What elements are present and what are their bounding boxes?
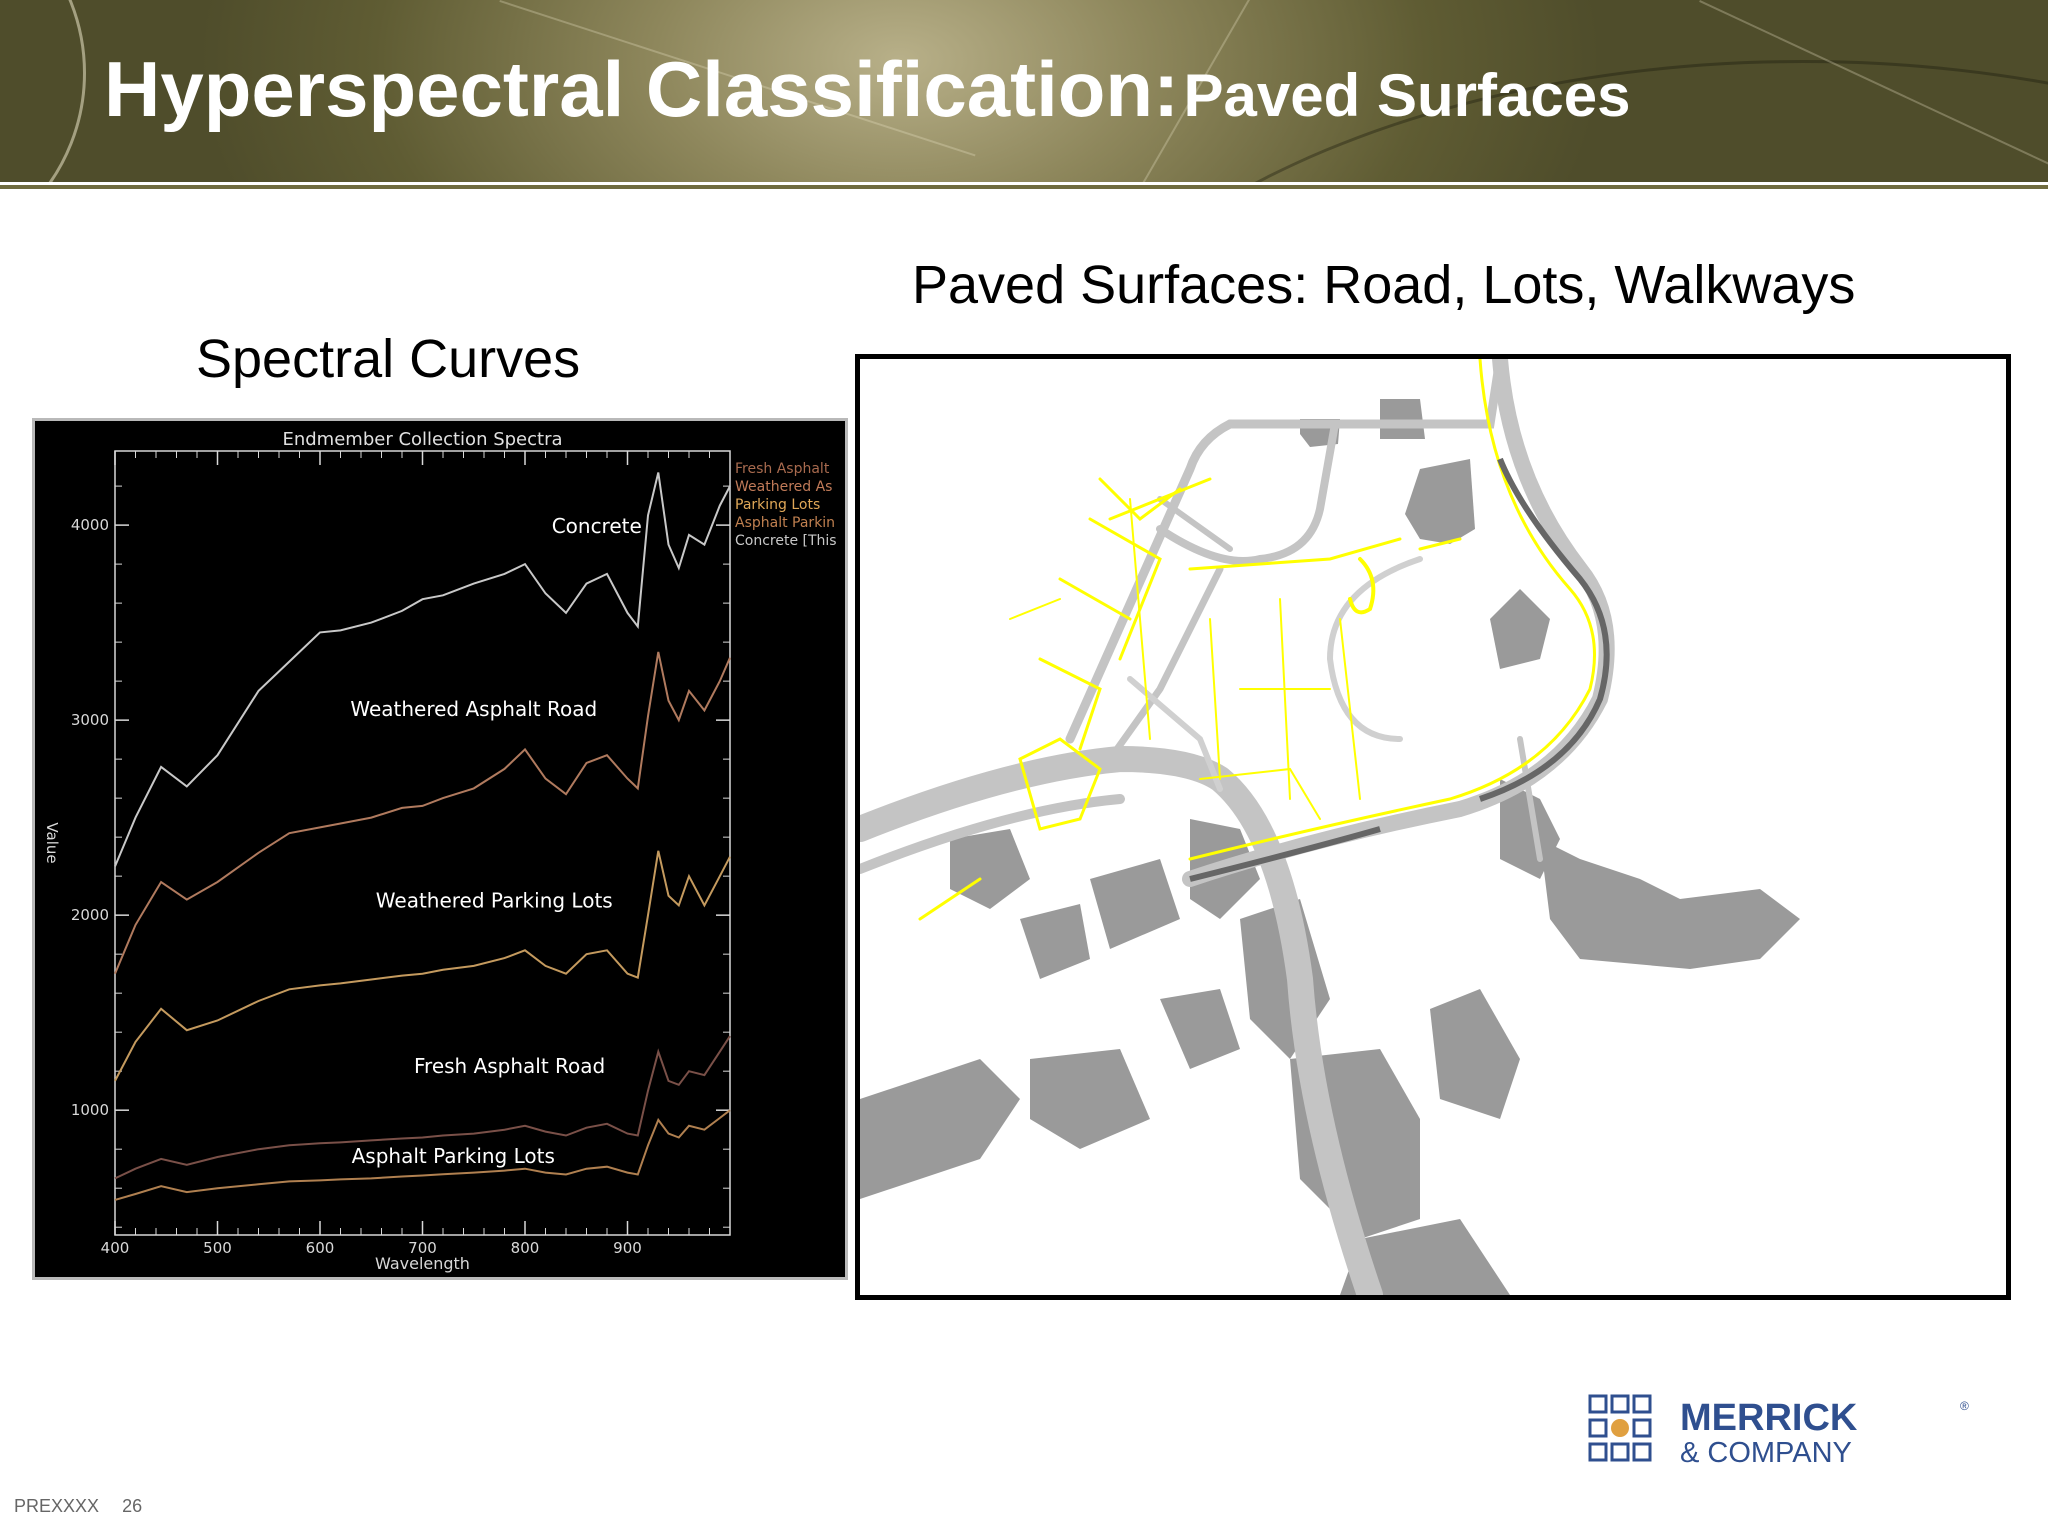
page-title: Hyperspectral Classification: Paved Surf… — [104, 44, 1630, 135]
building-areas — [860, 399, 1800, 1295]
x-tick-label: 700 — [408, 1239, 437, 1257]
x-tick-label: 500 — [203, 1239, 232, 1257]
x-axis-label: Wavelength — [375, 1254, 470, 1273]
slide-footer: PREXXXX 26 — [14, 1496, 142, 1517]
paved-surface-map — [855, 354, 2011, 1300]
footer-code: PREXXXX — [14, 1496, 100, 1516]
y-axis-label: Value — [43, 822, 61, 863]
header-arc-decoration — [0, 0, 86, 182]
series-annotation: Concrete — [552, 514, 642, 538]
logo-grid-icon — [1588, 1394, 1652, 1462]
logo-registered-mark: ® — [1960, 1399, 1969, 1413]
series-annotation: Asphalt Parking Lots — [352, 1144, 555, 1168]
legend-entry: Weathered As — [735, 479, 832, 495]
x-tick-label: 800 — [511, 1239, 540, 1257]
walkway-classification — [918, 359, 1596, 921]
series-line — [114, 1035, 731, 1180]
y-tick-label: 1000 — [71, 1101, 109, 1119]
series-line — [114, 472, 731, 867]
x-tick-label: 900 — [613, 1239, 642, 1257]
merrick-logo-mark: MERRICK ® & COMPANY — [1588, 1394, 1969, 1469]
map-caption: Paved Surfaces: Road, Lots, Walkways — [912, 255, 1856, 315]
x-tick-label: 600 — [306, 1239, 335, 1257]
legend-entry: Parking Lots — [735, 497, 820, 513]
plot-frame — [114, 450, 731, 1236]
series-line — [114, 850, 731, 1082]
header-divider — [0, 185, 2048, 189]
legend-entry: Asphalt Parkin — [735, 515, 835, 531]
logo-tagline: & COMPANY — [1680, 1437, 1852, 1469]
series-annotation: Weathered Parking Lots — [376, 888, 613, 912]
x-tick-label: 400 — [101, 1239, 130, 1257]
series-annotation: Weathered Asphalt Road — [350, 697, 597, 721]
legend-entry: Concrete [This — [735, 533, 837, 549]
page-number: 26 — [122, 1496, 143, 1516]
series-annotation: Fresh Asphalt Road — [414, 1054, 605, 1078]
series-line — [114, 651, 731, 975]
classification-map — [860, 359, 1800, 1295]
title-main: Hyperspectral Classification: — [104, 45, 1180, 133]
logo-name: MERRICK — [1680, 1397, 1858, 1439]
merrick-logo: MERRICK ® & COMPANY — [1588, 1394, 1978, 1474]
y-tick-label: 4000 — [71, 516, 109, 534]
spectra-chart: Endmember Collection Spectra 400 500 600 700… — [43, 429, 837, 1273]
y-tick-label: 3000 — [71, 711, 109, 729]
spectra-chart-panel: Endmember Collection Spectra 400 500 600 700… — [32, 418, 848, 1280]
logo-dot-icon — [1611, 1419, 1629, 1437]
y-tick-label: 2000 — [71, 906, 109, 924]
slide-header: Hyperspectral Classification: Paved Surf… — [0, 0, 2048, 182]
legend-entry: Fresh Asphalt — [735, 461, 830, 477]
chart-title: Endmember Collection Spectra — [282, 429, 562, 450]
title-sub: Paved Surfaces — [1183, 62, 1631, 129]
series-line — [114, 1109, 731, 1201]
spectral-curves-caption: Spectral Curves — [196, 329, 581, 389]
highway-dark-segment — [1189, 457, 1610, 882]
